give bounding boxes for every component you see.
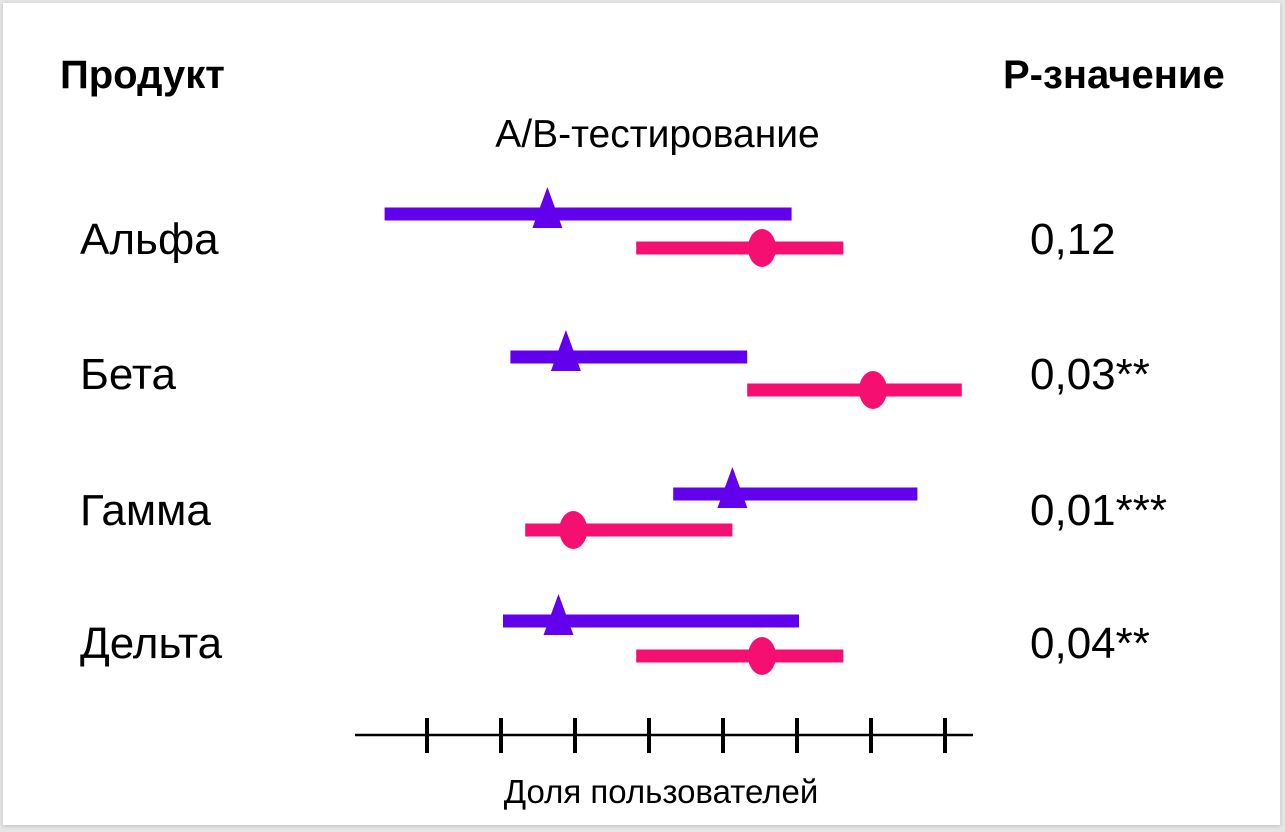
point-b-alpha	[748, 229, 776, 267]
point-a-alpha	[532, 187, 563, 228]
point-a-beta	[550, 330, 581, 371]
row-label-alpha: Альфа	[80, 215, 219, 264]
p-value-gamma: 0,01***	[1030, 486, 1168, 535]
chart-card	[3, 3, 1280, 825]
point-b-beta	[859, 371, 887, 409]
row-label-gamma: Гамма	[80, 486, 211, 535]
point-a-gamma	[717, 467, 748, 508]
p-value-column-header: P-значение	[1003, 53, 1225, 97]
p-value-beta: 0,03**	[1030, 350, 1150, 399]
p-value-delta: 0,04**	[1030, 619, 1150, 668]
product-column-header: Продукт	[60, 53, 225, 97]
point-a-delta	[543, 594, 574, 635]
row-label-delta: Дельта	[80, 619, 223, 668]
chart-title: A/B-тестирование	[495, 113, 820, 156]
point-b-delta	[748, 637, 776, 675]
point-b-gamma	[559, 511, 588, 549]
p-value-alpha: 0,12	[1030, 215, 1116, 264]
x-axis-label: Доля пользователей	[503, 773, 819, 810]
row-label-beta: Бета	[80, 350, 177, 399]
